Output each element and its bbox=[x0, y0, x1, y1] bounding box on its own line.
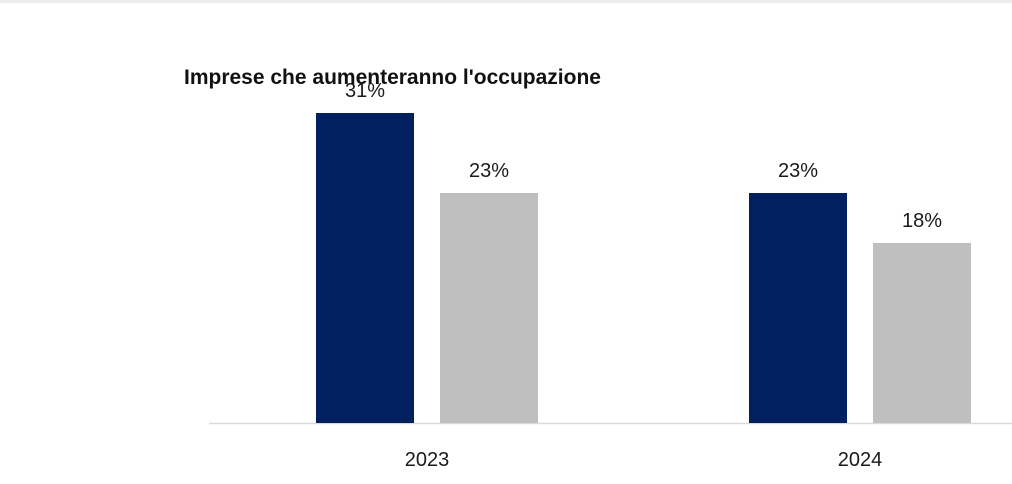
bar-2024-series-2 bbox=[873, 243, 971, 423]
x-tick-label-2023: 2023 bbox=[405, 449, 450, 471]
data-label-2024-series-1: 23% bbox=[778, 160, 818, 182]
x-tick-label-2024: 2024 bbox=[838, 449, 883, 471]
data-label-2024-series-2: 18% bbox=[902, 210, 942, 232]
bar-2023-series-1 bbox=[316, 113, 414, 423]
bar-2023-series-2 bbox=[440, 193, 538, 423]
bar-2024-series-1 bbox=[749, 193, 847, 423]
chart-title: Imprese che aumenteranno l'occupazione bbox=[184, 66, 601, 89]
data-label-2023-series-1: 31% bbox=[345, 80, 385, 102]
top-border bbox=[0, 0, 1012, 3]
data-label-2023-series-2: 23% bbox=[469, 160, 509, 182]
